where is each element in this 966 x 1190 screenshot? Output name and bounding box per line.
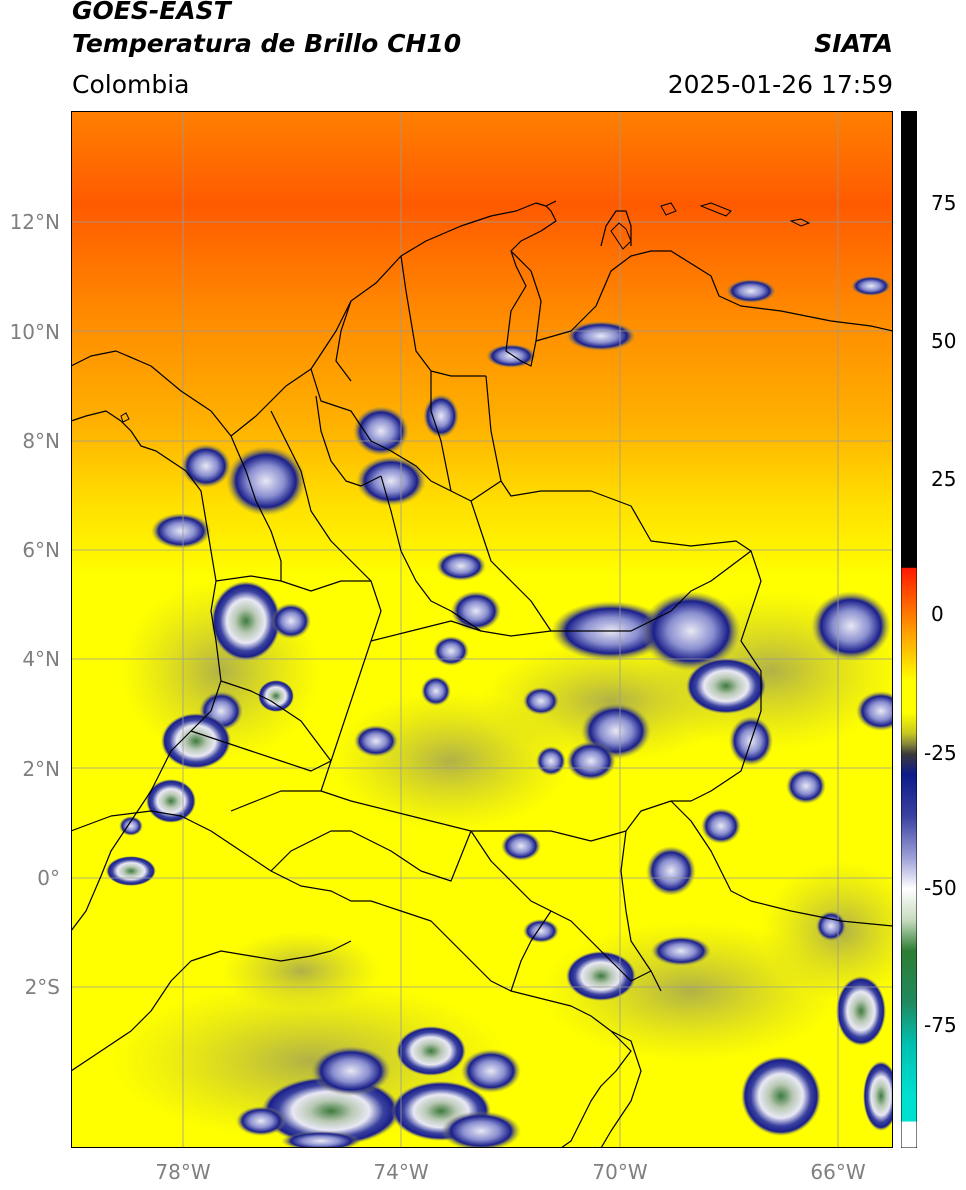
lon-tick-78w: 78°W bbox=[155, 1160, 211, 1184]
map-frame bbox=[71, 111, 893, 1148]
lat-tick-2n: 2°N bbox=[22, 757, 60, 781]
colorbar bbox=[901, 111, 917, 1148]
lon-tick-66w: 66°W bbox=[810, 1160, 866, 1184]
graticule bbox=[71, 111, 893, 1148]
lat-tick-6n: 6°N bbox=[22, 538, 60, 562]
colorbar-tick-75: 75 bbox=[931, 191, 957, 215]
cloud-cells bbox=[106, 276, 893, 1148]
colorbar-tick-0: 0 bbox=[931, 602, 944, 626]
title-line1: GOES-EAST bbox=[72, 0, 231, 25]
source-label: SIATA bbox=[814, 29, 893, 58]
satellite-map bbox=[71, 111, 893, 1148]
lat-tick-4n: 4°N bbox=[22, 647, 60, 671]
lon-tick-74w: 74°W bbox=[373, 1160, 429, 1184]
lat-tick-2s: 2°S bbox=[24, 975, 60, 999]
colorbar-tick-50: 50 bbox=[931, 329, 957, 353]
lat-tick-10n: 10°N bbox=[9, 320, 60, 344]
colorbar-tick-minus75: -75 bbox=[924, 1013, 957, 1037]
colorbar-tick-25: 25 bbox=[931, 467, 957, 491]
lon-tick-70w: 70°W bbox=[592, 1160, 648, 1184]
lat-tick-8n: 8°N bbox=[22, 429, 60, 453]
borders bbox=[71, 200, 893, 1148]
lat-tick-0: 0° bbox=[37, 866, 60, 890]
title-line2: Temperatura de Brillo CH10 bbox=[72, 29, 462, 58]
islands bbox=[120, 202, 811, 423]
region-label: Colombia bbox=[72, 70, 190, 99]
lat-tick-12n: 12°N bbox=[9, 210, 60, 234]
timestamp: 2025-01-26 17:59 bbox=[667, 70, 893, 99]
colorbar-tick-minus50: -50 bbox=[924, 876, 957, 900]
colorbar-tick-minus25: -25 bbox=[924, 741, 957, 765]
